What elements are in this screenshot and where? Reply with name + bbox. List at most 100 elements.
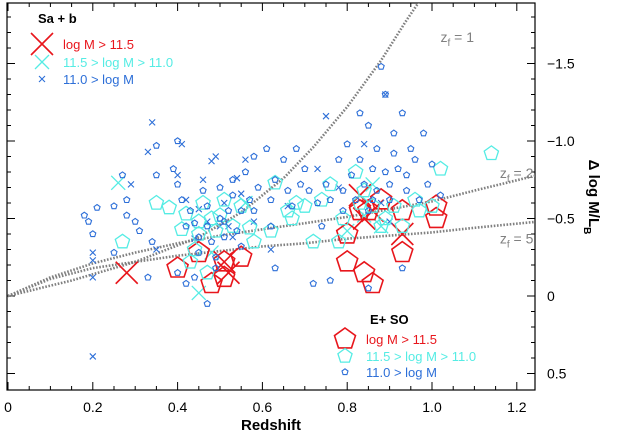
- y-tick-label: −1.5: [547, 56, 575, 72]
- data-point: [127, 181, 135, 188]
- data-point: [212, 265, 236, 288]
- data-point: [390, 222, 414, 246]
- x-tick-label: 0.6: [253, 399, 273, 415]
- data-point: [262, 222, 279, 238]
- data-point: [169, 165, 178, 173]
- axis-ticks: 0 0.2 0.4 0.6 0.8 1.0 1.2 −1.5 −1.0 −0.5 0 0.5: [4, 3, 575, 415]
- legend-e-s0: E+ SO log M > 11.5 11.5 > log M > 11.011.0…: [333, 312, 476, 380]
- data-point: [398, 109, 407, 117]
- data-point: [152, 171, 161, 179]
- data-point: [212, 264, 220, 272]
- data-point: [212, 249, 236, 272]
- data-point: [296, 197, 313, 213]
- data-point: [148, 119, 156, 126]
- data-point: [220, 233, 228, 241]
- legend-label: 11.0 > log M: [63, 72, 134, 87]
- data-point: [360, 180, 368, 188]
- data-point: [203, 222, 211, 230]
- data-point: [195, 194, 211, 210]
- data-point: [398, 264, 407, 272]
- data-point: [335, 222, 359, 244]
- data-point: [343, 140, 351, 148]
- data-point: [114, 233, 131, 249]
- data-point: [373, 144, 381, 152]
- data-point: [115, 261, 139, 285]
- legend-marker: [337, 347, 353, 363]
- data-point: [288, 194, 305, 210]
- data-point: [322, 176, 339, 192]
- data-point: [118, 171, 127, 179]
- data-point: [161, 199, 178, 215]
- data-point: [284, 186, 292, 194]
- data-point: [229, 175, 237, 183]
- data-point: [352, 194, 368, 210]
- data-point: [330, 233, 347, 249]
- data-point: [377, 210, 394, 226]
- data-point: [368, 196, 377, 204]
- data-point: [390, 149, 398, 157]
- data-point: [254, 183, 262, 191]
- data-point: [271, 175, 279, 183]
- data-point: [339, 186, 347, 194]
- data-point: [402, 186, 411, 194]
- data-point: [381, 168, 390, 176]
- y-tick-label: 0.5: [547, 366, 567, 382]
- data-point: [216, 214, 224, 222]
- data-point: [314, 165, 321, 173]
- data-point: [428, 160, 436, 168]
- data-point: [233, 197, 250, 213]
- data-point: [326, 196, 334, 204]
- data-point: [224, 206, 233, 214]
- data-point: [305, 233, 322, 249]
- data-point: [186, 241, 203, 257]
- data-point: [182, 279, 190, 287]
- data-point: [229, 245, 253, 267]
- data-point: [305, 186, 313, 194]
- data-point: [352, 260, 376, 283]
- data-point: [364, 197, 381, 213]
- x-tick-label: 0.8: [337, 399, 357, 415]
- data-point: [288, 202, 296, 210]
- data-point: [407, 144, 415, 152]
- data-point: [195, 233, 203, 241]
- data-point: [365, 176, 381, 192]
- x-tick-label: 1.0: [422, 399, 442, 415]
- data-point: [89, 353, 97, 360]
- data-point: [216, 183, 224, 191]
- data-point: [203, 299, 211, 307]
- data-point: [309, 279, 317, 287]
- data-point: [339, 206, 347, 214]
- data-point: [203, 202, 211, 210]
- data-point: [173, 137, 182, 145]
- data-point: [419, 129, 428, 137]
- data-point: [242, 156, 249, 163]
- curve-zf5: [7, 220, 535, 298]
- data-point: [326, 276, 334, 284]
- y-tick-label: 0: [547, 288, 555, 304]
- data-point: [152, 141, 161, 149]
- data-point: [195, 248, 203, 256]
- data-point: [347, 163, 364, 179]
- data-point: [89, 256, 97, 264]
- data-point: [220, 217, 228, 225]
- data-point: [131, 217, 139, 225]
- data-point: [402, 171, 411, 179]
- data-point: [174, 171, 181, 179]
- data-point: [279, 155, 288, 163]
- legend-marker: [34, 54, 50, 70]
- data-point: [250, 206, 258, 214]
- data-point: [335, 210, 351, 226]
- data-point: [123, 211, 131, 219]
- curve-label-zf1: zf = 1: [440, 29, 474, 49]
- data-point: [373, 218, 390, 233]
- data-point: [373, 186, 381, 194]
- data-point: [381, 90, 390, 98]
- data-point: [424, 197, 440, 213]
- data-point: [212, 253, 220, 261]
- data-point: [182, 222, 190, 230]
- data-point: [250, 218, 258, 225]
- data-point: [369, 187, 393, 210]
- curve-label-zf2: zf = 2: [500, 165, 534, 185]
- data-point: [361, 271, 385, 294]
